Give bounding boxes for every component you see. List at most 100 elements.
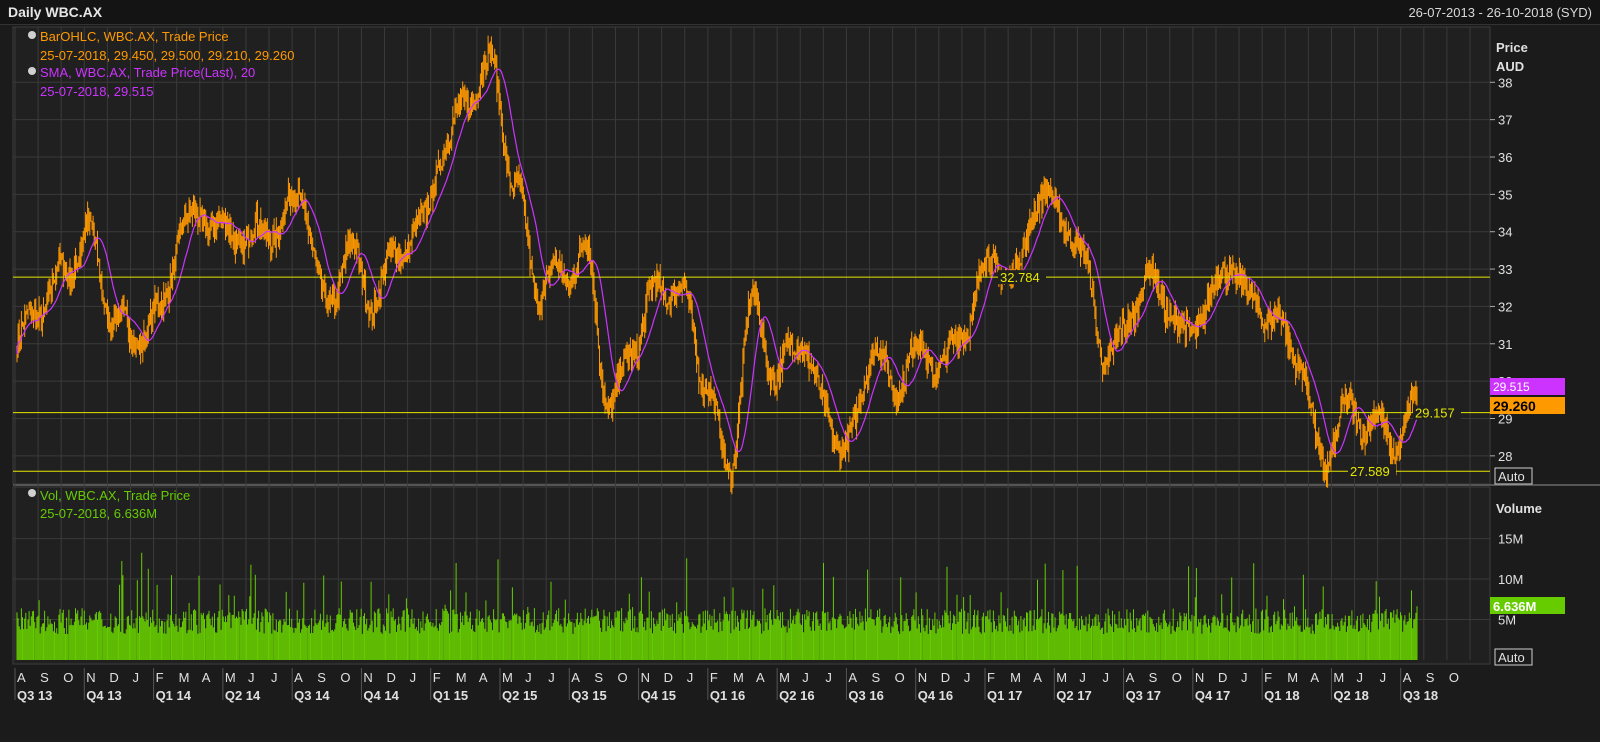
legend-toggle-icon[interactable] (28, 489, 36, 497)
price-legend: BarOHLC, WBC.AX, Trade Price 25-07-2018,… (28, 29, 294, 99)
month-label: J (248, 670, 255, 685)
month-label: J (687, 670, 694, 685)
volume-legend: Vol, WBC.AX, Trade Price 25-07-2018, 6.6… (28, 488, 190, 521)
price-tick-label: 33 (1498, 262, 1512, 277)
price-auto-label: Auto (1498, 469, 1525, 484)
hline-label: 29.157 (1415, 406, 1455, 421)
price-tick-label: 31 (1498, 337, 1512, 352)
month-label: S (594, 670, 603, 685)
price-tick-label: 34 (1498, 225, 1512, 240)
grid (13, 27, 1490, 660)
month-label: J (1102, 670, 1109, 685)
quarter-label: Q2 14 (225, 688, 261, 703)
price-tick-label: 32 (1498, 299, 1512, 314)
month-label: O (895, 670, 905, 685)
quarter-label: Q4 17 (1195, 688, 1230, 703)
quarter-label: Q3 15 (571, 688, 606, 703)
month-label: D (1218, 670, 1227, 685)
hline-label-bg (1348, 464, 1396, 479)
vol-legend-title: Vol, WBC.AX, Trade Price (40, 488, 190, 503)
quarter-label: Q3 18 (1403, 688, 1438, 703)
month-label: J (271, 670, 278, 685)
price-volume-chart[interactable]: 32.784 29.157 27.589 BarOHLC, WBC.AX, Trad… (0, 24, 1600, 742)
date-range: 26-07-2013 - 26-10-2018 (SYD) (1408, 5, 1592, 20)
legend-toggle-icon[interactable] (28, 31, 36, 39)
quarter-label: Q2 16 (779, 688, 814, 703)
ohlc-legend-values: 25-07-2018, 29.450, 29.500, 29.210, 29.2… (40, 48, 294, 63)
price-axis-title: Price (1496, 40, 1528, 55)
month-label: N (1195, 670, 1204, 685)
month-label: M (456, 670, 467, 685)
close-last-value: 29.260 (1493, 398, 1536, 414)
title-bar: Daily WBC.AX 26-07-2013 - 26-10-2018 (SY… (0, 0, 1600, 25)
month-label: M (733, 670, 744, 685)
sma-line (16, 68, 1418, 455)
month-label: A (1033, 670, 1042, 685)
month-label: J (132, 670, 139, 685)
volume-axis[interactable]: Volume 15M 10M 5M Auto (1494, 501, 1542, 666)
price-tick-label: 37 (1498, 113, 1512, 128)
month-label: N (641, 670, 650, 685)
price-axis[interactable]: Price AUD 3837363534333231302928 Auto (1490, 40, 1533, 485)
month-label: D (664, 670, 673, 685)
sma-last-tag (1490, 378, 1565, 395)
month-label: O (617, 670, 627, 685)
price-tick-label: 35 (1498, 187, 1512, 202)
hline-label: 32.784 (1000, 270, 1040, 285)
volume-auto-button[interactable] (1494, 648, 1533, 666)
vol-legend-values: 25-07-2018, 6.636M (40, 506, 157, 521)
quarter-label: Q3 13 (17, 688, 52, 703)
quarter-label: Q1 14 (156, 688, 192, 703)
quarter-label: Q3 16 (848, 688, 883, 703)
month-label: J (1380, 670, 1387, 685)
month-label: J (964, 670, 971, 685)
vol-last-value: 6.636M (1493, 599, 1536, 614)
month-label: A (756, 670, 765, 685)
quarter-label: Q3 14 (294, 688, 330, 703)
month-label: S (1149, 670, 1158, 685)
price-auto-button[interactable] (1494, 467, 1533, 485)
month-label: F (433, 670, 441, 685)
month-label: M (1287, 670, 1298, 685)
month-label: O (1449, 670, 1459, 685)
month-label: O (1172, 670, 1182, 685)
month-label: J (410, 670, 417, 685)
volume-tick-label: 10M (1498, 572, 1523, 587)
month-label: F (156, 670, 164, 685)
close-last-tag (1490, 397, 1565, 414)
quarter-label: Q4 16 (918, 688, 953, 703)
sma-legend-values: 25-07-2018, 29.515 (40, 84, 153, 99)
quarter-label: Q2 18 (1333, 688, 1368, 703)
quarter-label: Q4 15 (641, 688, 676, 703)
quarter-label: Q1 17 (987, 688, 1022, 703)
legend-toggle-icon[interactable] (28, 67, 36, 75)
volume-bars (16, 552, 1418, 660)
horizontal-lines[interactable]: 32.784 29.157 27.589 (13, 270, 1490, 479)
month-label: D (387, 670, 396, 685)
month-label: A (479, 670, 488, 685)
hline-label: 27.589 (1350, 464, 1390, 479)
price-tick-label: 29 (1498, 411, 1512, 426)
month-label: J (548, 670, 555, 685)
month-label: N (918, 670, 927, 685)
month-label: F (710, 670, 718, 685)
month-label: M (1010, 670, 1021, 685)
month-label: J (1079, 670, 1086, 685)
quarter-label: Q4 13 (86, 688, 121, 703)
month-label: D (109, 670, 118, 685)
month-label: M (179, 670, 190, 685)
month-label: J (1241, 670, 1248, 685)
quarter-label: Q2 15 (502, 688, 537, 703)
hline-label-bg (1413, 405, 1461, 420)
price-panel[interactable] (12, 26, 1491, 485)
volume-auto-label: Auto (1498, 650, 1525, 665)
month-label: M (502, 670, 513, 685)
quarter-label: Q3 17 (1126, 688, 1161, 703)
sma-last-value: 29.515 (1493, 380, 1530, 394)
month-label: M (225, 670, 236, 685)
chart-title: Daily WBC.AX (8, 4, 103, 20)
month-label: A (17, 670, 26, 685)
price-tick-label: 38 (1498, 75, 1512, 90)
